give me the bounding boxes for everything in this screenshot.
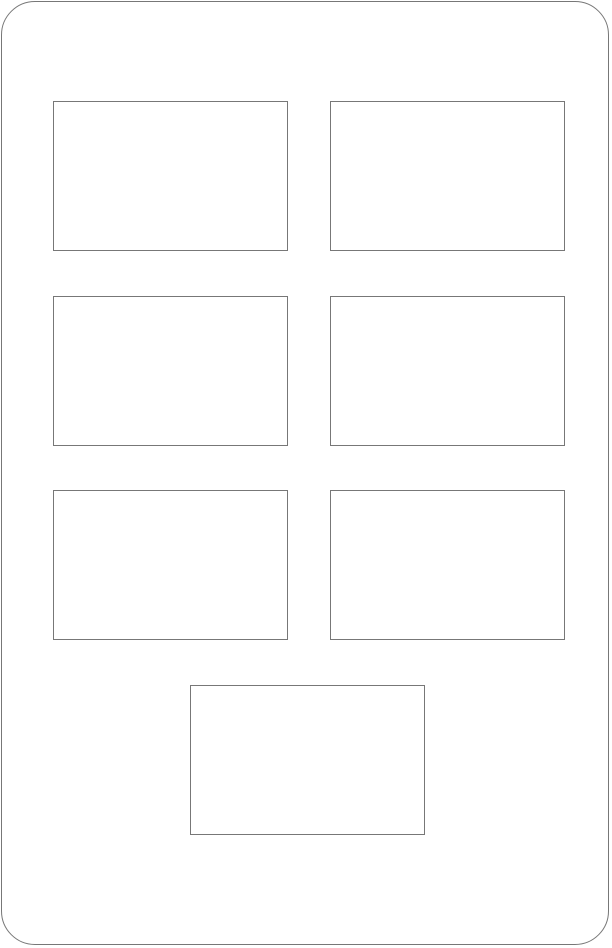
tile-placeholder[interactable] [190, 685, 425, 835]
tile-placeholder[interactable] [53, 101, 288, 251]
tile-placeholder[interactable] [53, 490, 288, 640]
tile-placeholder[interactable] [53, 296, 288, 446]
tile-placeholder[interactable] [330, 101, 565, 251]
tile-placeholder[interactable] [330, 296, 565, 446]
tile-placeholder[interactable] [330, 490, 565, 640]
